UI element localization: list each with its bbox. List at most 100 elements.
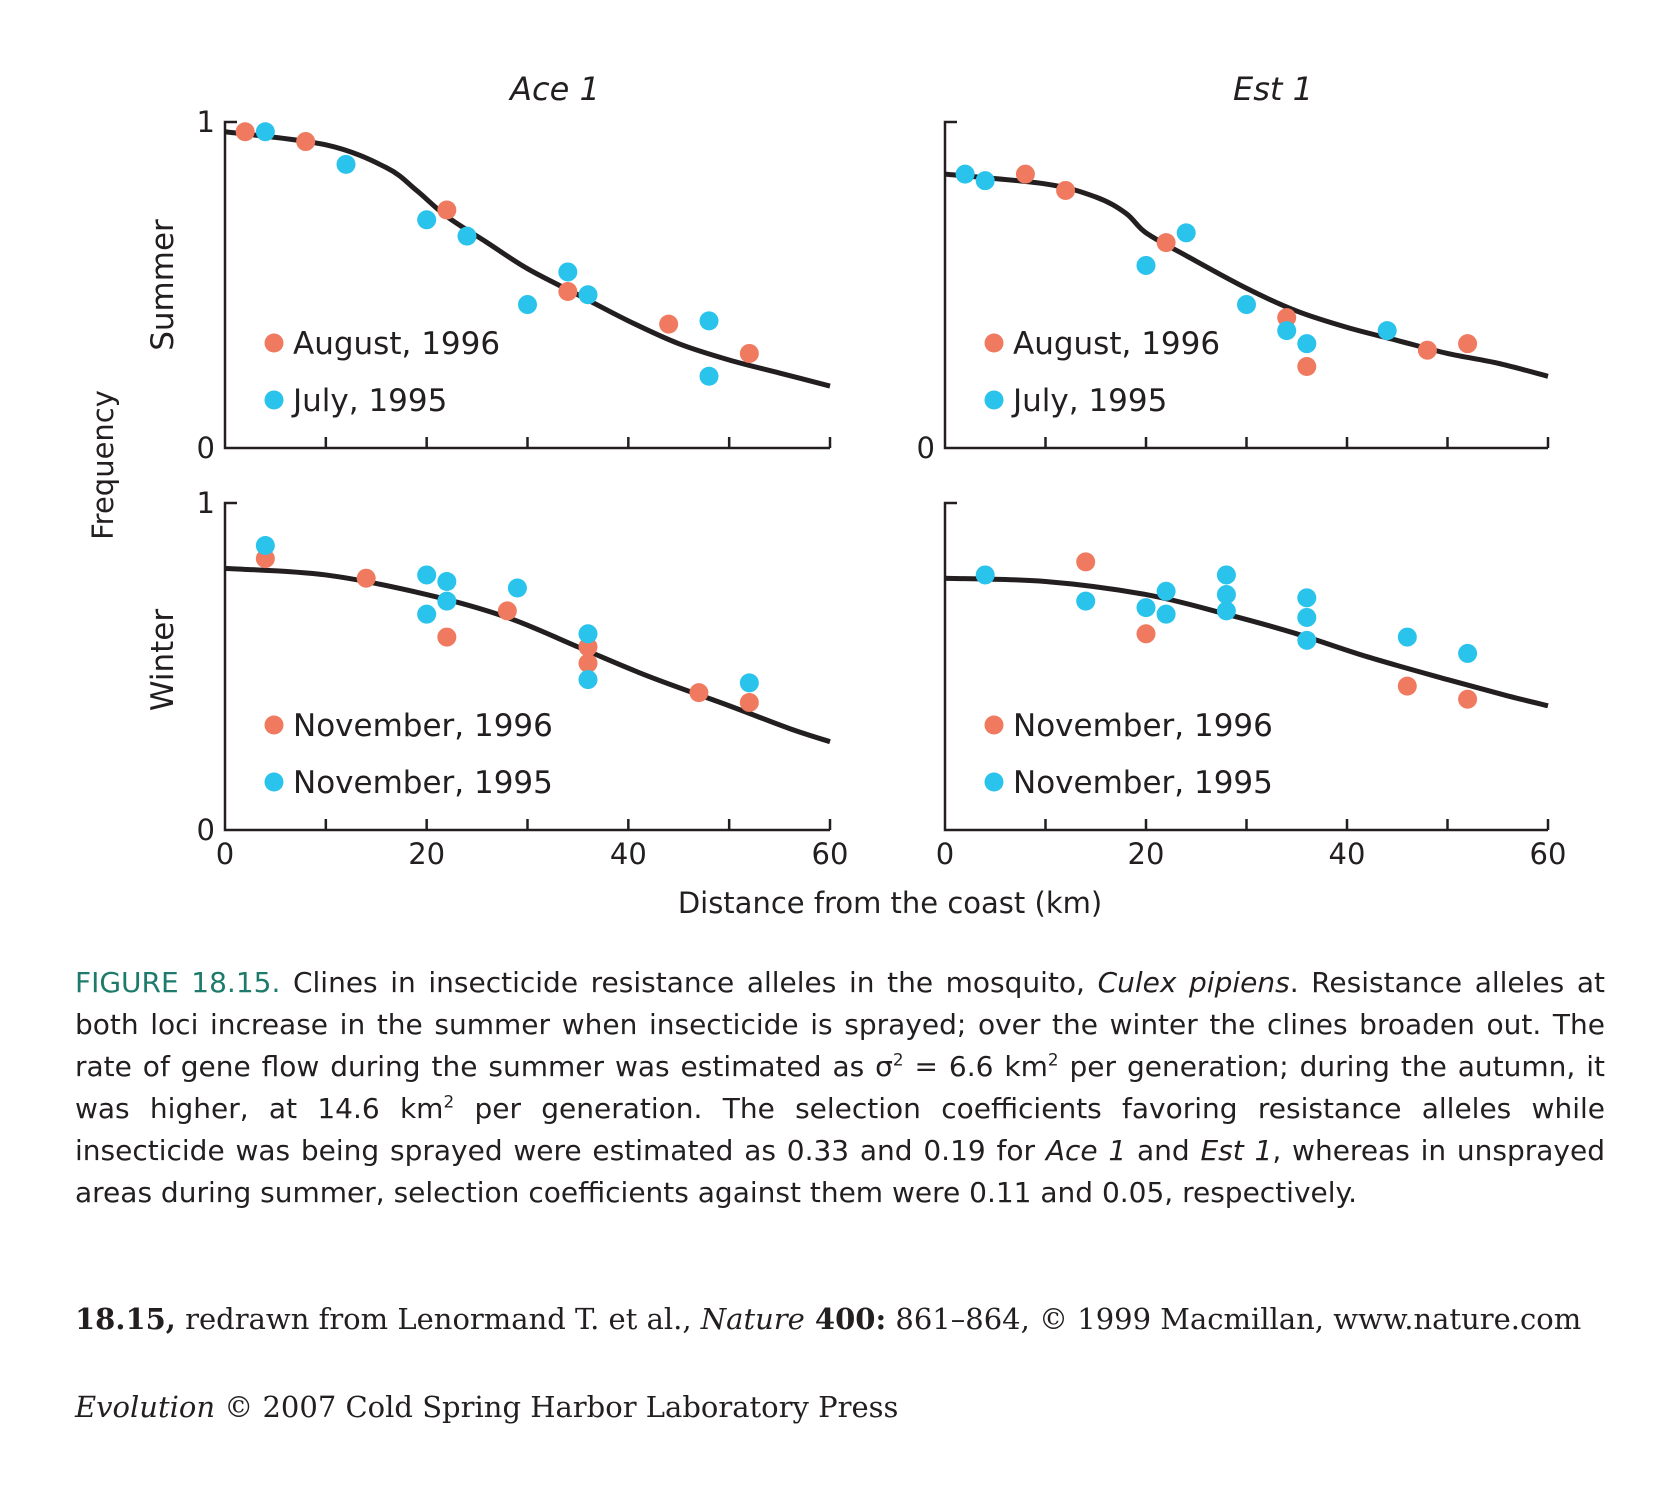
x-tick-label: 60 [1530, 837, 1567, 871]
x-tick-label: 60 [812, 837, 849, 871]
caption-locus-est1: Est 1 [1200, 1134, 1273, 1167]
credit-journal: Nature [700, 1302, 805, 1336]
data-point-1995 [975, 171, 995, 191]
data-point-1995 [1297, 630, 1317, 650]
data-point-1995 [1136, 255, 1156, 275]
data-point-1996 [1417, 340, 1437, 360]
panel-est1-summer: 0 August, 1996 July, 1995 [917, 120, 1550, 465]
figure-panels: Frequency Summer Winter Ace 1 Est 1 Dist… [86, 70, 1567, 920]
caption-text-6: and [1126, 1134, 1201, 1167]
data-point-1995 [1277, 321, 1297, 341]
panel-est1-winter: 0 20 40 60 November, 1996 November, 1995 [936, 501, 1567, 871]
data-point-1996 [437, 200, 457, 220]
legend-label: August, 1996 [1013, 326, 1220, 362]
row-label-summer: Summer [145, 219, 181, 351]
data-point-1995 [699, 366, 719, 386]
credit-text-1: redrawn from Lenormand T. et al., [175, 1302, 701, 1336]
data-point-1995 [975, 565, 995, 585]
x-tick-label: 20 [1128, 837, 1165, 871]
data-point-1995 [417, 565, 437, 585]
legend-marker [984, 772, 1004, 792]
data-point-1996 [356, 568, 376, 588]
caption-sup-2: 2 [1047, 1049, 1059, 1070]
data-point-1996 [1397, 676, 1417, 696]
caption-text-2: . Resistance alleles at both loci increa… [75, 966, 1605, 1083]
publisher-credit: Evolution © 2007 Cold Spring Harbor Labo… [75, 1390, 898, 1424]
column-title-est1: Est 1 [1233, 70, 1313, 108]
data-point-1995 [437, 591, 457, 611]
data-point-1995 [1237, 295, 1256, 315]
fitted-cline-curve [224, 129, 831, 389]
data-point-1995 [1458, 643, 1478, 663]
caption-text-7: , whereas in unsprayed areas during summ… [75, 1134, 1606, 1209]
x-tick-label: 40 [610, 837, 647, 871]
caption-text-3: = 6.6 km [903, 1050, 1048, 1083]
data-point-1995 [699, 311, 719, 331]
data-point-1995 [1136, 598, 1156, 618]
data-point-1995 [578, 285, 598, 305]
caption-sup-1: 2 [892, 1049, 904, 1070]
data-point-1996 [255, 549, 275, 569]
data-point-1995 [578, 624, 598, 644]
data-point-1995 [507, 578, 527, 598]
panel-ace1-winter: 0 20 40 60 0 1 November, 1996 November, 1995 [197, 486, 849, 871]
x-tick-label: 40 [1329, 837, 1366, 871]
data-point-1995 [955, 164, 975, 184]
legend-marker [984, 333, 1004, 353]
legend-marker [264, 715, 284, 735]
x-axis-title: Distance from the coast (km) [678, 886, 1102, 920]
publisher-book-title: Evolution [75, 1390, 216, 1424]
legend-marker [264, 772, 284, 792]
data-point-1995 [1297, 588, 1317, 608]
data-point-1996 [739, 343, 759, 363]
panel-ace1-summer: 0 1 August, 1996 July, 1995 [197, 105, 832, 465]
caption-sup-3: 2 [443, 1091, 455, 1112]
legend-label: November, 1995 [293, 765, 553, 801]
caption-text-1: Clines in insecticide resistance alleles… [280, 966, 1098, 999]
data-point-1995 [1076, 591, 1096, 611]
data-point-1995 [518, 295, 537, 315]
legend-label: July, 1995 [1011, 383, 1167, 419]
data-point-1996 [558, 282, 578, 302]
legend-label: November, 1996 [293, 708, 553, 744]
data-point-1996 [1156, 233, 1176, 253]
y-tick-label: 0 [197, 813, 215, 847]
data-point-1996 [578, 653, 598, 673]
data-point-1995 [1297, 334, 1317, 354]
data-point-1996 [437, 627, 457, 647]
data-point-1995 [1397, 627, 1417, 647]
data-point-1996 [739, 692, 759, 712]
data-point-1996 [1015, 164, 1035, 184]
data-point-1996 [1297, 357, 1317, 376]
data-point-1996 [1136, 624, 1156, 644]
publisher-text: © 2007 Cold Spring Harbor Laboratory Pre… [215, 1390, 899, 1424]
fitted-cline-curve [944, 171, 1549, 379]
credit-volume: 400: [804, 1302, 887, 1336]
y-tick-label: 1 [197, 105, 215, 139]
credit-figure-ref: 18.15, [75, 1302, 176, 1336]
row-label-winter: Winter [145, 609, 181, 711]
x-tick-label: 0 [216, 837, 234, 871]
data-point-1995 [1216, 565, 1236, 585]
data-point-1996 [296, 132, 316, 152]
column-title-ace1: Ace 1 [508, 70, 600, 108]
data-point-1996 [1056, 180, 1076, 200]
data-point-1996 [578, 637, 598, 657]
caption-figure-label: FIGURE 18.15. [75, 966, 281, 999]
source-credit: 18.15, redrawn from Lenormand T. et al.,… [75, 1302, 1581, 1336]
fitted-cline-curve [944, 575, 1549, 709]
fitted-cline-curve [224, 565, 831, 745]
legend-label: November, 1996 [1013, 708, 1273, 744]
credit-text-2: 861–864, © 1999 Macmillan, www.nature.co… [886, 1302, 1582, 1336]
data-point-1995 [417, 210, 437, 230]
data-point-1995 [739, 673, 759, 693]
y-tick-label: 0 [197, 431, 215, 465]
data-point-1996 [689, 683, 709, 703]
data-point-1995 [1297, 607, 1317, 627]
data-point-1995 [255, 536, 275, 556]
y-axis-title: Frequency [86, 390, 120, 540]
legend-marker [984, 390, 1004, 410]
data-point-1995 [1156, 581, 1176, 601]
data-point-1995 [578, 670, 598, 690]
data-point-1995 [457, 226, 477, 246]
